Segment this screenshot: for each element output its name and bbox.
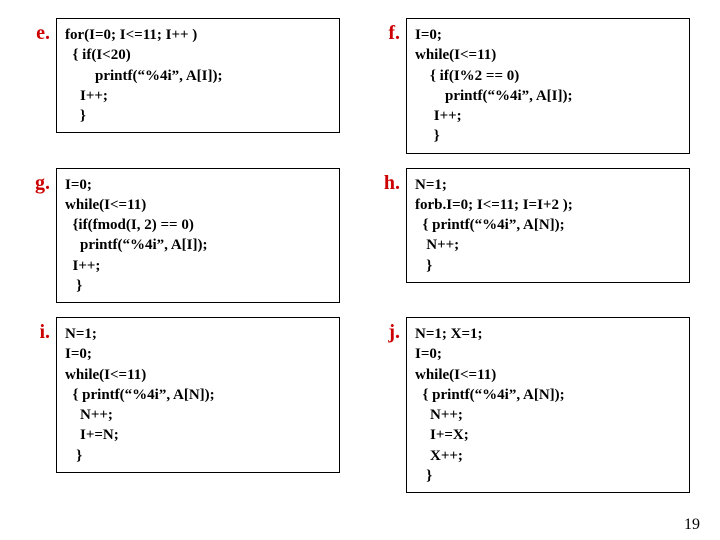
code-box-g: I=0; while(I<=11) {if(fmod(I, 2) == 0) p…: [56, 168, 340, 304]
code-box-i: N=1; I=0; while(I<=11) { printf(“%4i”, A…: [56, 317, 340, 473]
label-g: g.: [30, 168, 50, 195]
item-g: g. I=0; while(I<=11) {if(fmod(I, 2) == 0…: [30, 168, 340, 304]
code-box-j: N=1; X=1; I=0; while(I<=11) { printf(“%4…: [406, 317, 690, 493]
label-h: h.: [380, 168, 400, 195]
page-number: 19: [684, 516, 700, 534]
code-box-e: for(I=0; I<=11; I++ ) { if(I<20) printf(…: [56, 18, 340, 133]
code-box-h: N=1; forb.I=0; I<=11; I=I+2 ); { printf(…: [406, 168, 690, 283]
item-h: h. N=1; forb.I=0; I<=11; I=I+2 ); { prin…: [380, 168, 690, 304]
item-i: i. N=1; I=0; while(I<=11) { printf(“%4i”…: [30, 317, 340, 493]
item-e: e. for(I=0; I<=11; I++ ) { if(I<20) prin…: [30, 18, 340, 154]
item-j: j. N=1; X=1; I=0; while(I<=11) { printf(…: [380, 317, 690, 493]
label-e: e.: [30, 18, 50, 45]
label-j: j.: [380, 317, 400, 344]
item-f: f. I=0; while(I<=11) { if(I%2 == 0) prin…: [380, 18, 690, 154]
label-f: f.: [380, 18, 400, 45]
label-i: i.: [30, 317, 50, 344]
code-box-f: I=0; while(I<=11) { if(I%2 == 0) printf(…: [406, 18, 690, 154]
